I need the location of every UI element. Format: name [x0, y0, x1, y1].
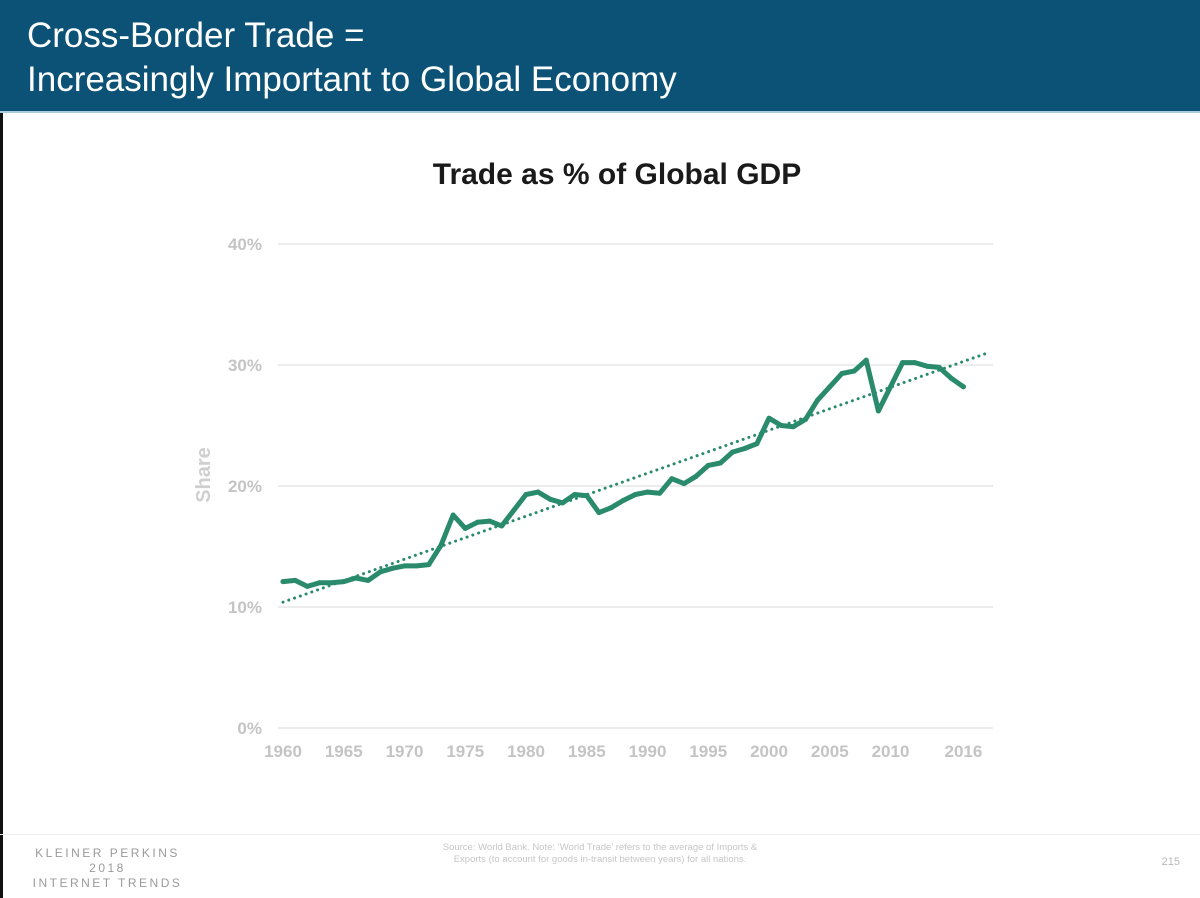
data-point: [280, 579, 286, 585]
data-point: [802, 416, 808, 422]
y-tick-label: 30%: [228, 356, 262, 375]
trend-line: [281, 351, 990, 604]
data-point: [632, 491, 638, 497]
data-point: [389, 565, 395, 571]
left-edge-bar: [0, 0, 3, 898]
data-point: [316, 580, 322, 586]
data-point: [669, 476, 675, 482]
data-point: [948, 375, 954, 381]
data-point: [900, 360, 906, 366]
footer-divider: [0, 834, 1200, 835]
source-note-line-1: Source: World Bank. Note: ‘World Trade’ …: [442, 842, 758, 853]
data-point: [414, 563, 420, 569]
data-point: [681, 481, 687, 487]
data-point: [402, 563, 407, 569]
data-point: [462, 525, 468, 531]
x-tick-label: 1960: [264, 742, 302, 761]
x-tick-label: 2016: [944, 742, 982, 761]
x-tick-label: 1990: [629, 742, 667, 761]
slide-header: Cross-Border Trade = Increasingly Import…: [0, 0, 1200, 113]
data-point: [730, 449, 736, 455]
data-point: [875, 408, 881, 414]
data-point: [815, 397, 821, 403]
data-points: [280, 357, 966, 589]
x-tick-label: 1985: [568, 742, 606, 761]
data-point: [523, 491, 529, 497]
data-point: [596, 510, 602, 516]
data-point: [353, 575, 359, 581]
y-tick-label: 0%: [237, 719, 262, 738]
data-point: [851, 368, 857, 374]
data-point: [827, 384, 833, 390]
y-tick-label: 10%: [228, 598, 262, 617]
source-note: Source: World Bank. Note: ‘World Trade’ …: [380, 842, 820, 866]
data-point: [960, 384, 966, 390]
data-point: [778, 423, 784, 428]
data-point: [705, 462, 711, 468]
data-point: [620, 498, 626, 504]
x-tick-label: 1980: [507, 742, 545, 761]
data-point: [365, 577, 371, 583]
y-axis-ticks: 0% 10% 20% 30% 40%: [228, 235, 262, 738]
data-point: [645, 489, 650, 495]
data-point: [839, 370, 845, 376]
data-point: [292, 577, 298, 583]
slide-title-line-2: Increasingly Important to Global Economy: [27, 60, 677, 99]
x-tick-label: 2005: [811, 742, 849, 761]
brand-line-1: KLEINER PERKINS: [35, 846, 180, 860]
data-point: [924, 363, 930, 369]
data-point: [474, 519, 480, 525]
data-point: [499, 523, 505, 529]
x-axis-ticks: 1960 1965 1970 1975 1980 1985 1990 1995 2000 2005…: [264, 742, 982, 761]
data-point: [717, 460, 723, 466]
data-point: [438, 542, 444, 548]
brand-line-3: INTERNET TRENDS: [32, 876, 183, 890]
data-point: [584, 493, 590, 499]
data-point: [790, 424, 796, 430]
x-tick-label: 2000: [750, 742, 788, 761]
x-tick-label: 1975: [446, 742, 484, 761]
y-axis-label: Share: [193, 447, 215, 503]
data-point: [535, 489, 541, 495]
data-point: [936, 364, 942, 370]
x-tick-label: 1970: [386, 742, 424, 761]
data-point: [693, 473, 699, 479]
gridlines: [278, 243, 993, 729]
data-point: [888, 384, 893, 390]
data-point: [742, 445, 748, 451]
data-point: [608, 505, 614, 511]
data-point: [377, 569, 383, 575]
data-point: [559, 500, 565, 506]
x-tick-label: 1995: [689, 742, 727, 761]
data-point: [766, 415, 772, 421]
data-point: [329, 580, 335, 586]
brand-line-2: 2018: [89, 861, 126, 875]
data-point: [487, 518, 493, 524]
data-point: [657, 490, 663, 496]
data-point: [863, 357, 869, 363]
data-point: [450, 512, 456, 518]
data-point: [511, 507, 517, 513]
y-tick-label: 40%: [228, 235, 262, 254]
page-number: 215: [1161, 856, 1180, 868]
data-point: [912, 360, 918, 366]
y-tick-label: 20%: [228, 477, 262, 496]
data-point: [426, 562, 432, 568]
x-tick-label: 1965: [325, 742, 363, 761]
source-note-line-2: Exports (to account for goods in-transit…: [453, 854, 747, 865]
data-point: [341, 579, 347, 585]
brand-logo: KLEINER PERKINS 2018 INTERNET TRENDS: [20, 846, 195, 891]
slide-title-line-1: Cross-Border Trade =: [27, 16, 365, 55]
x-tick-label: 2010: [872, 742, 910, 761]
data-point: [304, 583, 310, 589]
data-point: [547, 496, 553, 502]
chart-title: Trade as % of Global GDP: [432, 158, 802, 191]
data-point: [572, 491, 578, 497]
trade-share-line: [280, 357, 966, 589]
data-point: [754, 441, 760, 447]
